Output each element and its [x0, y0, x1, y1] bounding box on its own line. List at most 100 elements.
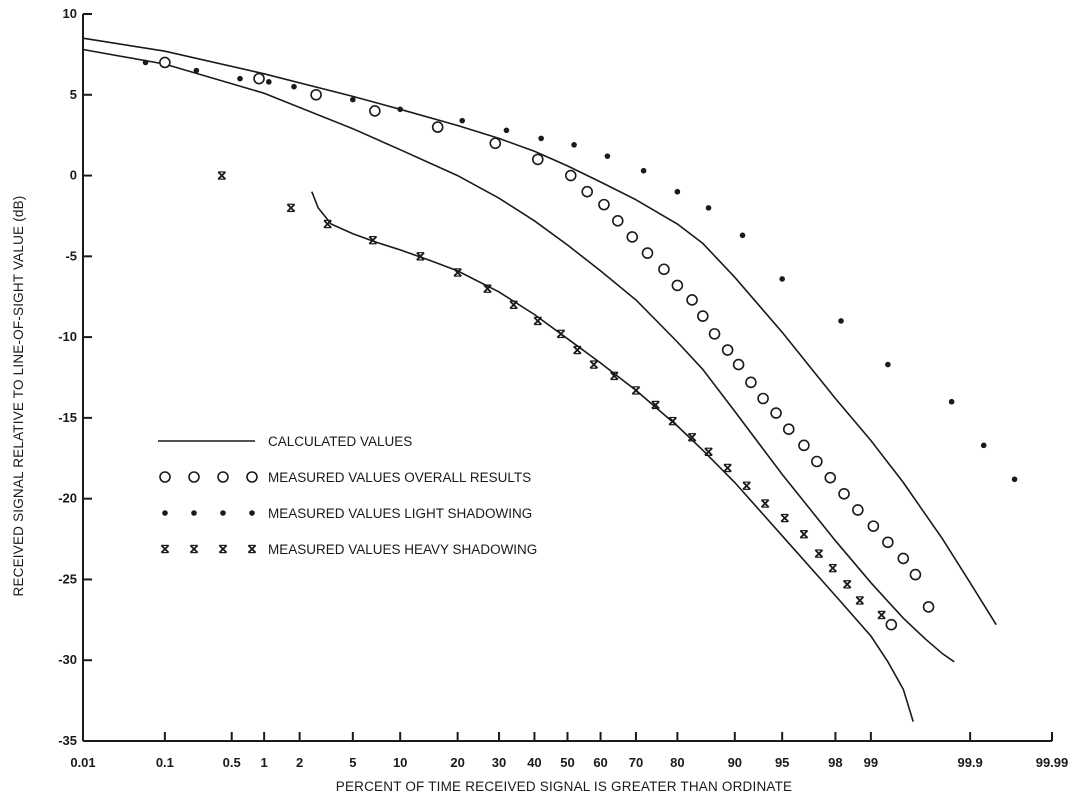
x-marker: [828, 563, 838, 573]
calculated-curve: [82, 48, 955, 663]
y-axis-label: RECEIVED SIGNAL RELATIVE TO LINE-OF-SIGH…: [11, 196, 26, 597]
x-marker: [742, 481, 751, 490]
open-circle-marker: [626, 231, 639, 243]
x-marker: [855, 596, 865, 605]
y-tick-label: 5: [70, 87, 77, 102]
calculated-curves: [82, 37, 997, 722]
open-circle-marker: [598, 198, 610, 211]
dot-marker: [674, 188, 681, 195]
legend-label-overall: MEASURED VALUES OVERALL RESULTS: [268, 470, 531, 485]
x-tick-label: 70: [629, 755, 643, 770]
open-circle-marker: [159, 471, 171, 483]
x-marker: [368, 235, 378, 245]
x-marker: [218, 544, 228, 554]
x-marker: [160, 544, 170, 554]
x-tick-label: 98: [828, 755, 842, 770]
open-circle-marker: [811, 455, 823, 468]
open-circle-marker: [770, 407, 782, 419]
open-circle-marker: [564, 169, 577, 182]
open-circle-marker: [838, 488, 850, 500]
x-tick-label: 40: [527, 755, 541, 770]
open-circle-marker: [489, 137, 502, 150]
dot-marker: [739, 232, 746, 239]
dot-marker: [249, 510, 255, 516]
open-circle-marker: [159, 56, 171, 69]
open-circle-marker: [246, 471, 258, 483]
legend-label-heavy: MEASURED VALUES HEAVY SHADOWING: [268, 542, 537, 557]
dot-marker: [571, 142, 577, 148]
x-tick-label: 80: [670, 755, 684, 770]
open-circle-marker: [658, 263, 670, 276]
dot-marker: [237, 75, 243, 82]
x-tick-label: 99.9: [957, 755, 982, 770]
x-marker: [509, 300, 518, 310]
open-circle-marker: [531, 153, 544, 166]
x-tick-label: 95: [775, 755, 789, 770]
x-tick-label: 0.01: [70, 755, 95, 770]
open-circle-marker: [431, 121, 444, 133]
open-circle-marker: [852, 504, 864, 516]
x-marker: [780, 513, 789, 523]
x-marker: [217, 171, 227, 180]
y-tick-label: -35: [58, 733, 77, 748]
x-tick-label: 60: [593, 755, 607, 770]
dot-marker: [640, 167, 647, 174]
dot-marker: [142, 59, 149, 66]
open-circle-marker: [641, 247, 654, 259]
dot-marker: [397, 106, 404, 113]
dot-marker: [705, 205, 712, 211]
dot-marker: [838, 318, 844, 324]
dot-marker: [459, 117, 466, 124]
x-marker: [247, 544, 257, 554]
x-tick-label: 30: [492, 755, 506, 770]
x-marker: [814, 549, 824, 558]
dot-marker: [291, 83, 297, 90]
open-circle-marker: [922, 601, 935, 613]
y-tick-label: -30: [58, 652, 77, 667]
x-tick-label: 10: [393, 755, 407, 770]
open-circle-marker: [721, 344, 734, 356]
x-tick-label: 0.5: [223, 755, 241, 770]
calculated-curve: [311, 191, 914, 722]
x-marker: [704, 447, 713, 457]
open-circle-marker: [310, 88, 322, 101]
x-marker: [323, 219, 332, 229]
x-marker: [877, 610, 886, 620]
open-circle-marker: [885, 618, 898, 631]
y-tick-label: -15: [58, 410, 77, 425]
x-tick-label: 90: [728, 755, 742, 770]
open-circle-marker: [697, 310, 709, 322]
open-circle-marker: [882, 536, 894, 549]
y-tick-label: 0: [70, 168, 77, 183]
open-circle-marker: [369, 105, 381, 117]
open-circle-marker: [798, 439, 810, 452]
dot-marker: [503, 127, 510, 134]
open-circle-marker: [708, 328, 721, 340]
x-tick-label: 20: [450, 755, 464, 770]
dot-marker: [191, 510, 197, 516]
x-marker: [189, 544, 199, 554]
x-marker: [760, 499, 770, 508]
dot-marker: [193, 67, 200, 74]
y-ticks: 10 5 0 -5 -10 -15 -20 -25 -30 -35: [58, 6, 92, 748]
x-axis-label: PERCENT OF TIME RECEIVED SIGNAL IS GREAT…: [336, 779, 793, 794]
x-ticks: 0.01 0.1 0.5 1 2 5 10 20 30 40 50 60 70 80 90 95 98 99 99.…: [70, 732, 1068, 770]
x-marker: [842, 580, 852, 589]
x-marker: [610, 371, 619, 381]
legend-label-light: MEASURED VALUES LIGHT SHADOWING: [268, 506, 532, 521]
x-marker: [573, 345, 582, 355]
dot-marker: [350, 96, 356, 103]
open-circle-marker: [188, 471, 200, 483]
open-circle-marker: [745, 376, 757, 389]
legend-label-calculated: CALCULATED VALUES: [268, 434, 412, 449]
y-tick-label: -10: [58, 329, 77, 344]
open-circle-marker: [867, 520, 880, 532]
open-circle-marker: [253, 72, 265, 85]
x-tick-label: 99.99: [1036, 755, 1069, 770]
open-circle-marker: [782, 423, 795, 435]
y-tick-label: 10: [63, 6, 77, 21]
open-circle-marker: [732, 358, 745, 371]
x-marker: [533, 316, 543, 326]
